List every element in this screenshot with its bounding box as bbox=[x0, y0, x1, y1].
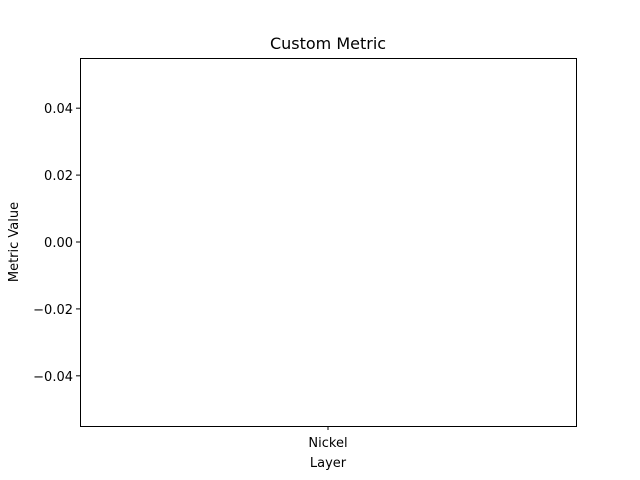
y-axis-ticks: 0.04 0.02 0.00 −0.02 −0.04 bbox=[33, 102, 80, 385]
chart-title: Custom Metric bbox=[270, 34, 386, 53]
x-axis-label: Layer bbox=[310, 456, 347, 471]
y-tick-label: 0.04 bbox=[44, 102, 73, 117]
x-axis-ticks: Nickel bbox=[308, 426, 348, 451]
y-tick-label: −0.04 bbox=[33, 370, 73, 385]
y-tick-label: 0.02 bbox=[44, 169, 73, 184]
y-tick-label: −0.02 bbox=[33, 303, 73, 318]
x-tick-label: Nickel bbox=[308, 436, 347, 451]
y-axis-label: Metric Value bbox=[7, 202, 22, 282]
y-tick-label: 0.00 bbox=[44, 236, 73, 251]
